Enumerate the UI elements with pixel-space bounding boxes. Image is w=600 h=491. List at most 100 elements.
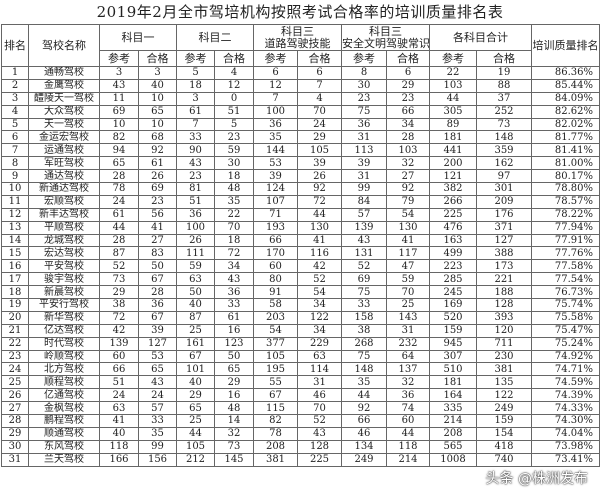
cell-subject3-safety-ref: 158 — [341, 310, 387, 325]
cell-rank: 27 — [1, 401, 29, 416]
cell-total-ref: 382 — [429, 182, 477, 196]
cell-subject3-safety-pass: 74 — [386, 401, 430, 416]
cell-total-ref: 214 — [429, 414, 477, 428]
cell-rank: 16 — [1, 259, 29, 274]
cell-rank: 25 — [1, 375, 29, 390]
cell-subject3-safety-pass: 143 — [386, 310, 430, 325]
cell-subject1-pass: 127 — [138, 336, 177, 351]
cell-pass-rate: 81.00% — [531, 156, 600, 171]
cell-rank: 14 — [1, 233, 29, 248]
cell-subject3-road-ref: 78 — [253, 426, 298, 441]
cell-subject1-ref: 51 — [99, 375, 139, 390]
cell-pass-rate: 74.59% — [531, 375, 600, 390]
cell-pass-rate: 73.41% — [531, 452, 600, 467]
cell-rank: 3 — [1, 91, 29, 106]
cell-pass-rate: 78.57% — [531, 194, 600, 209]
table-row: 6 金运宏驾校 82 68 33 23 35 29 31 28 181 148 81.77% — [1, 130, 600, 145]
cell-school-name: 宏顺驾校 — [28, 194, 100, 209]
table-row: 7 运通驾校 94 92 90 59 144 105 113 103 441 359 81.41% — [1, 143, 600, 158]
cell-subject3-road-ref: 60 — [253, 259, 298, 274]
cell-subject3-road-pass: 34 — [297, 323, 342, 338]
cell-subject3-safety-ref: 33 — [341, 298, 387, 312]
cell-pass-rate: 74.30% — [531, 414, 600, 428]
cell-subject2-ref: 111 — [176, 246, 215, 261]
table-row: 17 骏宇驾校 73 67 63 43 80 52 69 59 285 221 77.54% — [1, 272, 600, 287]
cell-subject3-road-pass: 114 — [297, 362, 342, 377]
cell-subject3-safety-pass: 103 — [386, 143, 430, 158]
cell-subject2-pass: 61 — [214, 310, 254, 325]
cell-subject1-ref: 44 — [99, 220, 139, 235]
cell-subject1-pass: 99 — [138, 439, 177, 454]
cell-pass-rate: 75.58% — [531, 310, 600, 325]
cell-rank: 28 — [1, 414, 29, 428]
cell-pass-rate: 81.77% — [531, 130, 600, 145]
cell-total-pass: 122 — [476, 388, 532, 403]
cell-rank: 9 — [1, 169, 29, 184]
cell-rank: 26 — [1, 388, 29, 403]
cell-subject3-road-pass: 34 — [297, 298, 342, 312]
cell-subject3-safety-pass: 25 — [386, 298, 430, 312]
table-row: 18 新晨驾校 29 28 50 36 91 54 75 70 245 188 76.73% — [1, 285, 600, 300]
cell-subject2-ref: 59 — [176, 259, 215, 274]
cell-subject3-safety-ref: 23 — [341, 91, 387, 106]
cell-subject3-safety-pass: 44 — [386, 426, 430, 441]
cell-subject1-pass: 69 — [138, 182, 177, 196]
cell-subject2-pass: 32 — [214, 426, 254, 441]
cell-rank: 24 — [1, 362, 29, 377]
cell-pass-rate: 75.74% — [531, 298, 600, 312]
cell-subject3-safety-pass: 27 — [386, 169, 430, 184]
cell-subject3-road-pass: 39 — [297, 156, 342, 171]
cell-subject3-safety-ref: 75 — [341, 349, 387, 364]
cell-rank: 19 — [1, 298, 29, 312]
cell-subject3-road-pass: 105 — [297, 143, 342, 158]
cell-subject3-road-ref: 208 — [253, 439, 298, 454]
header-total: 各科目合计 — [429, 24, 532, 51]
cell-school-name: 新丰达驾校 — [28, 207, 100, 222]
cell-subject1-pass: 35 — [138, 426, 177, 441]
ranking-table: 排名 驾校名称 科目一 科目二 科目三 道路驾驶技能 科目三 安全文明驾驶常识 各科… — [1, 24, 600, 467]
cell-rank: 17 — [1, 272, 29, 287]
cell-subject3-road-ref: 71 — [253, 207, 298, 222]
cell-subject3-road-pass: 6 — [297, 66, 342, 80]
table-row: 10 新通达驾校 78 69 81 48 124 92 99 92 382 301 78.80% — [1, 182, 600, 196]
cell-pass-rate: 85.44% — [531, 78, 600, 93]
cell-pass-rate: 77.94% — [531, 220, 600, 235]
cell-total-pass: 221 — [476, 272, 532, 287]
cell-total-ref: 44 — [429, 91, 477, 106]
cell-subject2-pass: 12 — [214, 78, 254, 93]
cell-subject3-safety-ref: 75 — [341, 285, 387, 300]
cell-subject3-safety-pass: 28 — [386, 130, 430, 145]
cell-subject2-pass: 22 — [214, 207, 254, 222]
cell-subject3-safety-ref: 43 — [341, 233, 387, 248]
subheader-pass: 合格 — [138, 50, 177, 67]
cell-subject3-road-pass: 128 — [297, 439, 342, 454]
cell-subject3-road-pass: 92 — [297, 182, 342, 196]
cell-school-name: 亿通驾校 — [28, 388, 100, 403]
cell-rank: 29 — [1, 426, 29, 441]
cell-rank: 20 — [1, 310, 29, 325]
table-row: 13 平顺驾校 44 41 100 70 193 130 139 130 476 371 77.94% — [1, 220, 600, 235]
cell-rank: 30 — [1, 439, 29, 454]
cell-subject3-safety-ref: 139 — [341, 220, 387, 235]
cell-total-ref: 223 — [429, 259, 477, 274]
cell-total-pass: 162 — [476, 156, 532, 171]
cell-total-ref: 164 — [429, 388, 477, 403]
header-subject2: 科目二 — [176, 24, 254, 51]
cell-subject3-safety-ref: 75 — [341, 104, 387, 119]
cell-total-ref: 335 — [429, 401, 477, 416]
cell-subject1-ref: 52 — [99, 259, 139, 274]
subheader-ref: 参考 — [99, 50, 139, 67]
cell-school-name: 醴陵天一驾校 — [28, 91, 100, 106]
cell-subject3-safety-ref: 131 — [341, 246, 387, 261]
cell-subject3-safety-ref: 52 — [341, 259, 387, 274]
cell-subject1-ref: 139 — [99, 336, 139, 351]
cell-subject1-ref: 78 — [99, 182, 139, 196]
cell-total-ref: 225 — [429, 207, 477, 222]
cell-subject3-safety-pass: 32 — [386, 156, 430, 171]
cell-subject2-pass: 70 — [214, 220, 254, 235]
cell-pass-rate: 84.09% — [531, 91, 600, 106]
cell-subject2-pass: 51 — [214, 104, 254, 119]
cell-subject3-road-pass: 24 — [297, 117, 342, 132]
table-row: 27 金枫驾校 63 57 65 48 115 70 92 74 335 249 74.33% — [1, 401, 600, 416]
cell-subject2-ref: 7 — [176, 117, 215, 132]
